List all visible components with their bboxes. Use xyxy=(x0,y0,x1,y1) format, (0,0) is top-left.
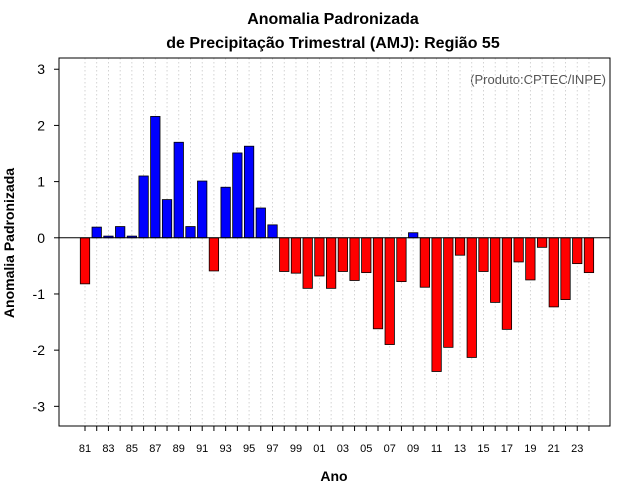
y-tick-label--3: -3 xyxy=(33,398,46,414)
x-tick-label-01: 01 xyxy=(313,443,325,455)
bar-82 xyxy=(91,226,102,239)
bar-95 xyxy=(243,145,255,239)
bar-20 xyxy=(536,237,548,248)
chart-title: Anomalia Padronizada xyxy=(247,11,419,28)
bar-07 xyxy=(384,237,395,345)
bar-94 xyxy=(232,152,243,239)
bar-13 xyxy=(454,237,466,256)
bar-16 xyxy=(490,237,501,303)
gridlines xyxy=(84,58,590,426)
bar-96 xyxy=(255,207,266,239)
bar-06 xyxy=(372,237,384,330)
bar-10 xyxy=(419,237,430,288)
bar-92 xyxy=(208,237,220,272)
x-tick-label-95: 95 xyxy=(243,443,255,455)
x-tick-label-07: 07 xyxy=(384,443,396,455)
x-tick-label-87: 87 xyxy=(149,443,161,455)
bar-02 xyxy=(326,237,337,289)
x-tick-label-03: 03 xyxy=(337,443,349,455)
x-tick-label-91: 91 xyxy=(196,443,208,455)
x-tick-label-83: 83 xyxy=(102,443,114,455)
x-tick-label-09: 09 xyxy=(407,443,419,455)
bar-87 xyxy=(150,116,161,239)
bar-88 xyxy=(161,199,173,239)
bar-22 xyxy=(560,237,571,300)
y-tick-label-0: 0 xyxy=(37,230,45,246)
y-tick-label-2: 2 xyxy=(37,117,45,133)
x-axis-title: Ano xyxy=(320,468,347,484)
bar-97 xyxy=(267,224,278,239)
bar-21 xyxy=(548,237,559,308)
bar-00 xyxy=(302,237,313,289)
bar-81 xyxy=(79,237,91,285)
x-tick-label-17: 17 xyxy=(501,443,513,455)
bar-24 xyxy=(583,237,595,274)
bars xyxy=(79,116,595,372)
bar-89 xyxy=(173,141,184,239)
y-tick-label--2: -2 xyxy=(33,342,46,358)
x-tick-label-93: 93 xyxy=(220,443,232,455)
bar-14 xyxy=(466,237,477,358)
bar-08 xyxy=(396,237,407,283)
bar-18 xyxy=(513,237,524,263)
product-annotation: (Produto:CPTEC/INPE) xyxy=(470,72,606,87)
bar-84 xyxy=(115,226,126,239)
bar-03 xyxy=(337,237,348,272)
bar-86 xyxy=(138,175,149,239)
x-tick-label-99: 99 xyxy=(290,443,302,455)
x-tick-label-23: 23 xyxy=(571,443,583,455)
x-tick-label-15: 15 xyxy=(477,443,489,455)
bar-11 xyxy=(431,237,442,372)
bar-93 xyxy=(220,186,231,239)
x-tick-label-81: 81 xyxy=(79,443,91,455)
bar-09 xyxy=(408,232,419,239)
x-tick-label-19: 19 xyxy=(524,443,536,455)
bar-90 xyxy=(185,226,196,239)
bar-17 xyxy=(501,237,513,330)
y-tick-label-1: 1 xyxy=(37,174,45,190)
x-tick-label-13: 13 xyxy=(454,443,466,455)
y-tick-label--1: -1 xyxy=(33,286,46,302)
y-tick-label-3: 3 xyxy=(37,61,45,77)
y-axis-title: Anomalia Padronizada xyxy=(1,168,17,318)
x-tick-label-97: 97 xyxy=(266,443,278,455)
bar-91 xyxy=(197,180,208,239)
plot-frame xyxy=(58,57,611,427)
bar-23 xyxy=(572,237,583,265)
bar-98 xyxy=(279,237,290,272)
bar-05 xyxy=(361,237,372,274)
x-tick-label-05: 05 xyxy=(360,443,372,455)
bar-99 xyxy=(290,237,302,274)
x-tick-label-21: 21 xyxy=(548,443,560,455)
chart-subtitle: de Precipitação Trimestral (AMJ): Região… xyxy=(166,35,500,52)
bar-01 xyxy=(314,237,325,277)
x-tick-label-11: 11 xyxy=(431,443,442,455)
x-tick-label-85: 85 xyxy=(126,443,138,455)
bar-15 xyxy=(478,237,489,272)
bar-12 xyxy=(443,237,454,348)
bar-19 xyxy=(525,237,536,281)
bar-04 xyxy=(349,237,360,281)
x-tick-label-89: 89 xyxy=(173,443,185,455)
